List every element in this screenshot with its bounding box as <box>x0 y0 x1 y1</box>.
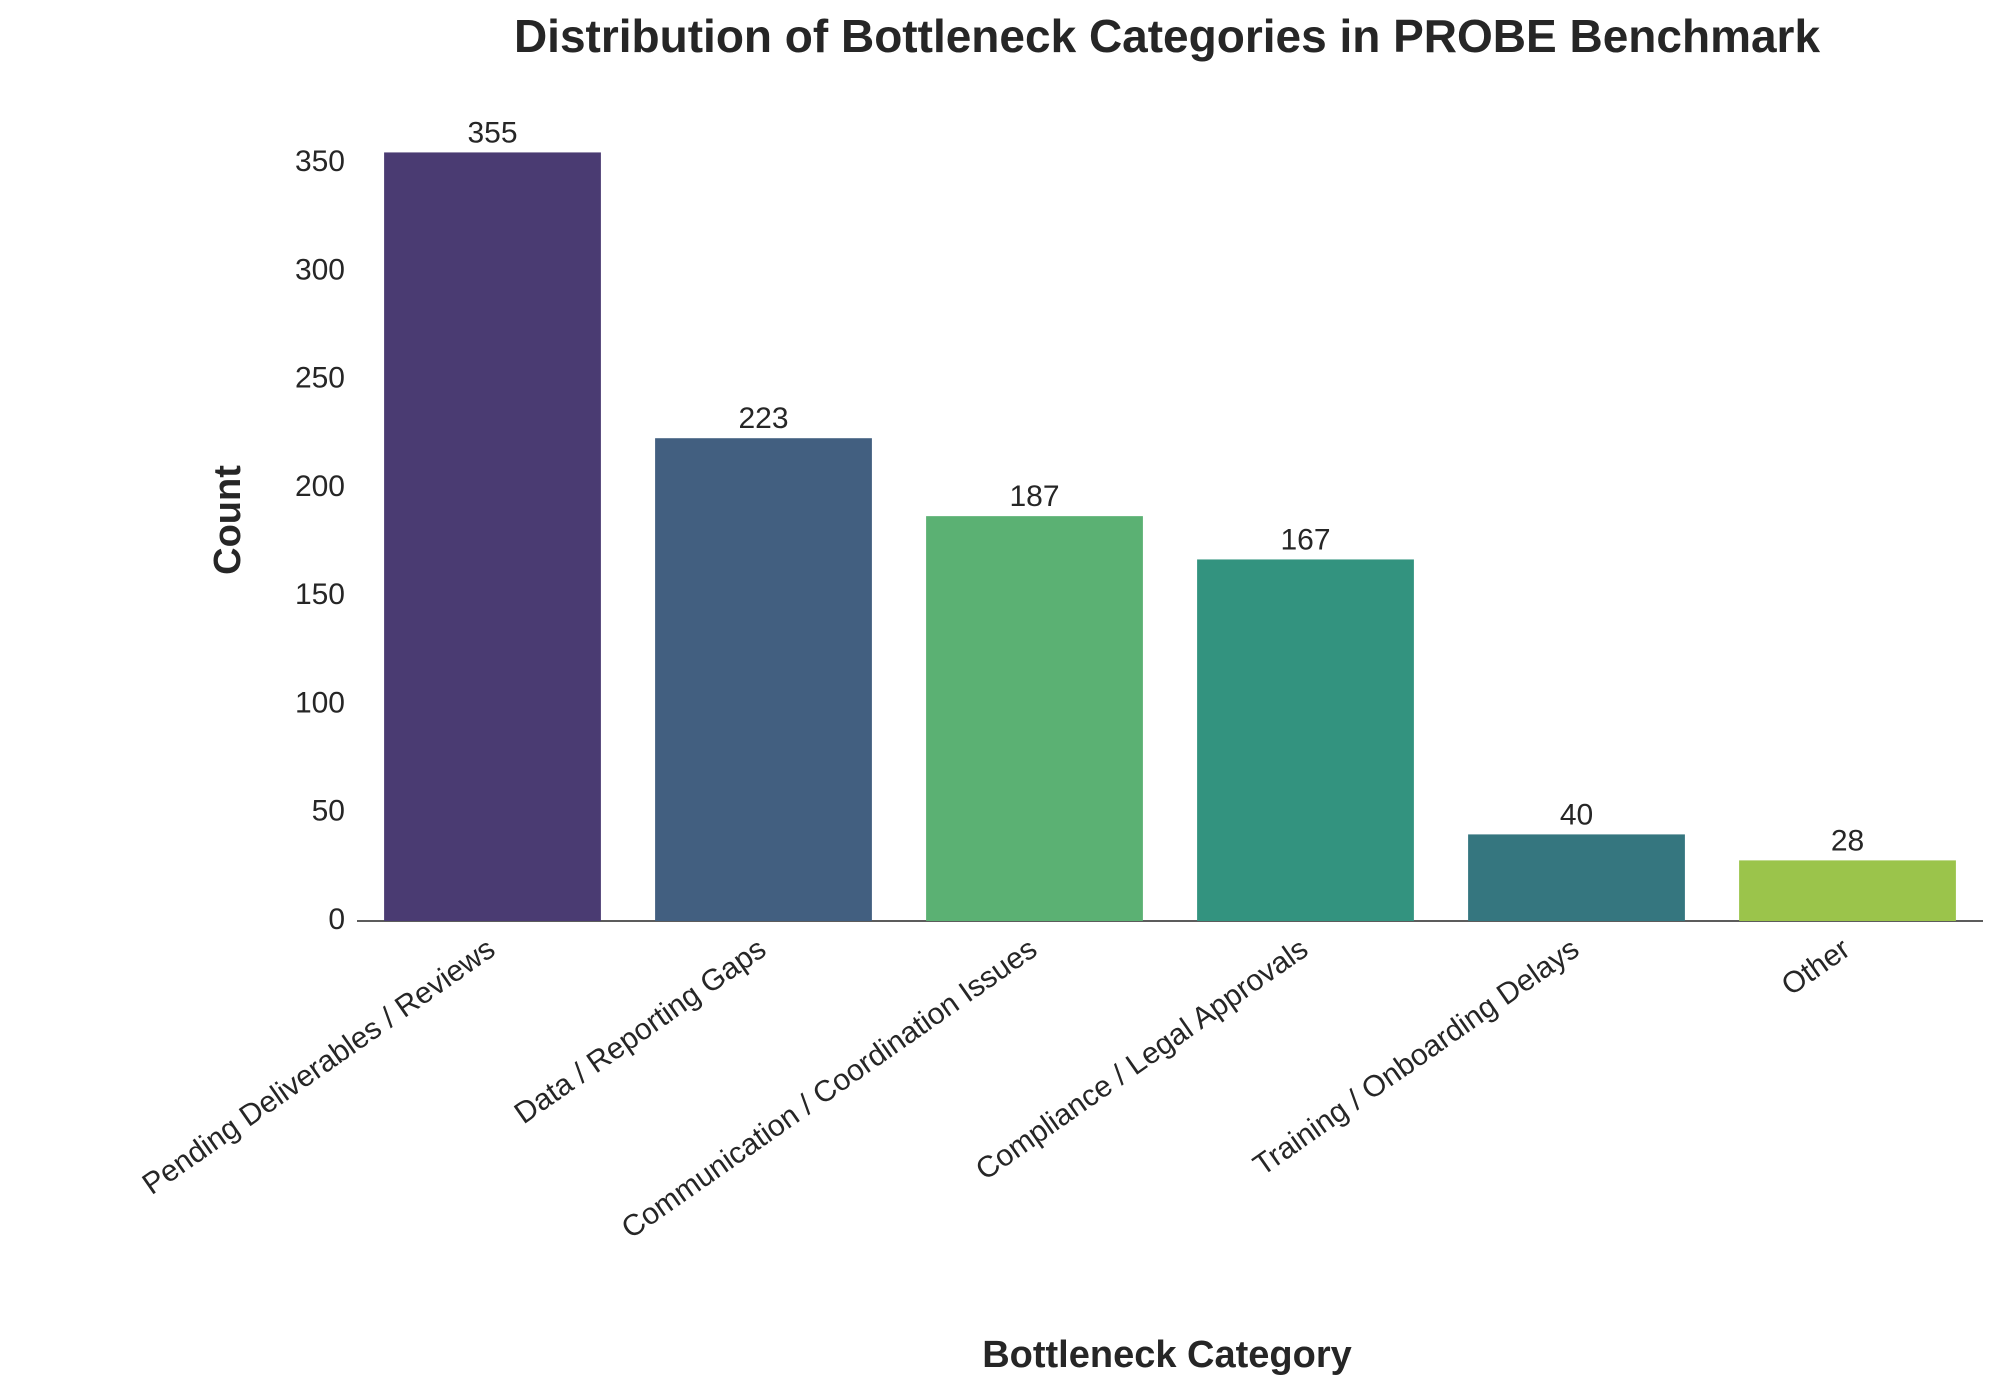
bar <box>926 516 1143 921</box>
value-label: 223 <box>738 402 788 435</box>
bar <box>1468 834 1685 921</box>
y-tick-label: 150 <box>295 578 345 611</box>
bar <box>655 438 872 921</box>
y-axis-label: Count <box>207 465 249 575</box>
value-label: 167 <box>1280 523 1330 556</box>
y-tick-label: 250 <box>295 362 345 395</box>
value-label: 40 <box>1560 798 1593 831</box>
x-axis-label: Bottleneck Category <box>982 1334 1352 1376</box>
y-tick-label: 300 <box>295 253 345 286</box>
bar <box>384 152 601 921</box>
value-label: 355 <box>467 116 517 149</box>
bar <box>1197 559 1414 921</box>
y-tick-label: 100 <box>295 686 345 719</box>
value-label: 187 <box>1009 480 1059 513</box>
y-tick-label: 200 <box>295 470 345 503</box>
bar <box>1739 860 1956 921</box>
chart-title: Distribution of Bottleneck Categories in… <box>514 10 1821 62</box>
y-tick-label: 350 <box>295 145 345 178</box>
value-label: 28 <box>1831 824 1864 857</box>
y-tick-label: 0 <box>328 903 345 936</box>
y-tick-label: 50 <box>312 795 345 828</box>
